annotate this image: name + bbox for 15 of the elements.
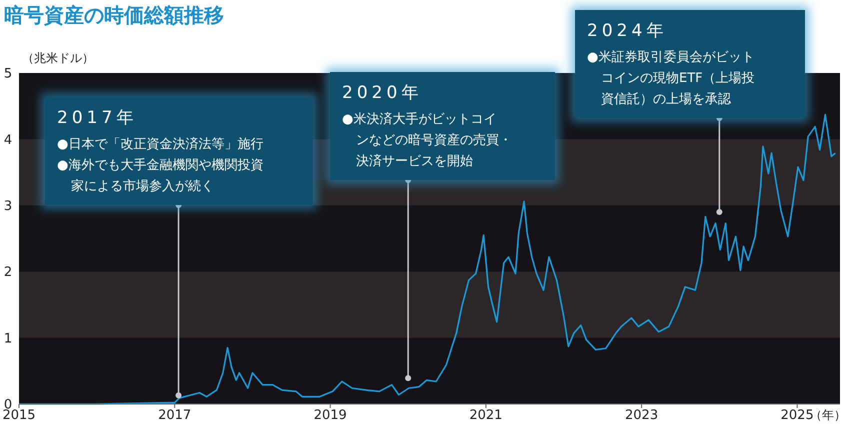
- x-tick-label: 2017: [158, 408, 192, 423]
- y-tick-label: 3: [4, 198, 12, 214]
- y-tick-label: 4: [4, 132, 12, 148]
- y-tick-label: 1: [4, 331, 12, 346]
- x-tick-label: 2023: [625, 408, 658, 423]
- y-axis-title: （兆米ドル）: [22, 51, 94, 65]
- annotation: 2020年 ●米決済大手がビットコインなどの暗号資産の売買・決済サービスを開始: [342, 83, 512, 169]
- annotation: 2017年 ●日本で「改正資金決済法等」施行 ●海外でも大手金融機関や機関投資家による市場参入が続く: [57, 108, 264, 194]
- x-tick-label: 2021: [469, 408, 502, 423]
- y-tick-label: 2: [4, 265, 12, 280]
- annotation: 2024年 ●米証券取引委員会がビットコインの現物ETF（上場投資信託）の上場を承認: [587, 21, 755, 107]
- chart-title: 暗号資産の時価総額推移: [4, 3, 224, 27]
- x-tick-label: 2025: [780, 408, 814, 423]
- y-tick-label: 5: [4, 66, 12, 82]
- x-tick-label: 2019: [314, 408, 347, 423]
